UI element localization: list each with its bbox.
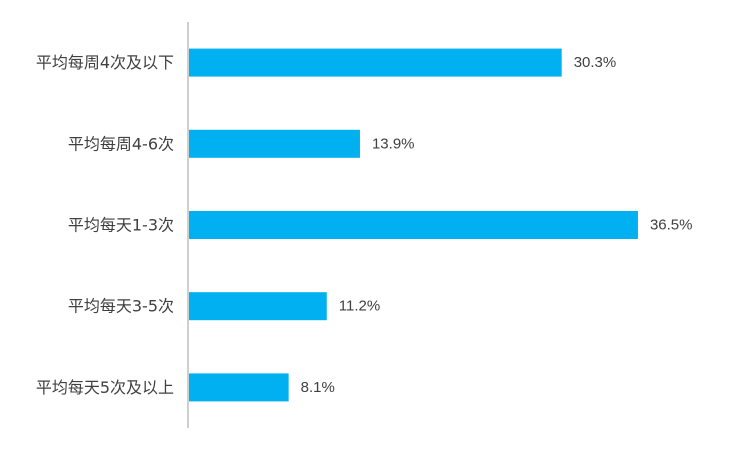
value-label: 11.2%	[339, 298, 380, 315]
category-labels-group: 平均每周4次及以下平均每周4-6次平均每天1-3次平均每天3-5次平均每天5次及…	[36, 53, 174, 397]
value-label: 8.1%	[301, 379, 335, 396]
value-label: 36.5%	[650, 217, 693, 234]
value-label: 13.9%	[372, 135, 415, 152]
value-labels-group: 30.3% 13.9% 36.5% 11.2% 8.1%	[301, 54, 693, 396]
category-label: 平均每天3-5次	[68, 297, 174, 316]
value-label: 30.3%	[574, 54, 617, 71]
category-label: 平均每周4-6次	[68, 134, 174, 153]
bar	[189, 373, 289, 402]
bar	[189, 211, 638, 239]
bars-group	[189, 48, 638, 402]
category-label: 平均每天5次及以上	[36, 378, 174, 397]
category-label: 平均每周4次及以下	[36, 53, 174, 72]
bar	[189, 129, 360, 158]
bar	[189, 48, 562, 77]
category-label: 平均每天1-3次	[68, 216, 174, 235]
bar	[189, 292, 327, 321]
